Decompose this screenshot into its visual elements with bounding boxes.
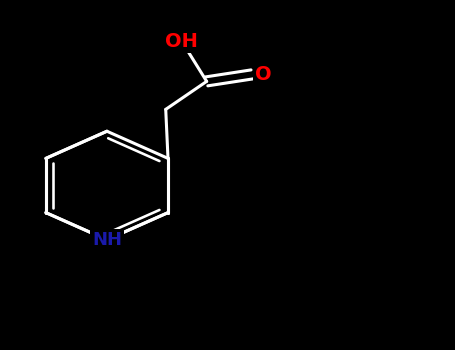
Text: NH: NH xyxy=(92,231,122,249)
Text: O: O xyxy=(255,65,272,84)
Text: OH: OH xyxy=(165,32,198,51)
